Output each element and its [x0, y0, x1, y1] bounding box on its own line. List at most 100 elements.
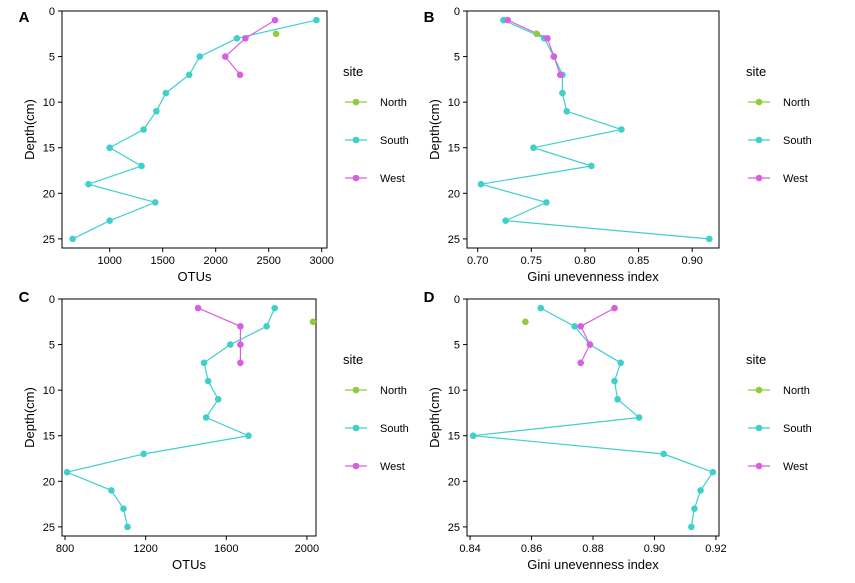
- data-point-west: [550, 53, 558, 60]
- data-point-south: [85, 180, 92, 188]
- data-point-west: [194, 304, 202, 312]
- legend-label-south: South: [380, 423, 409, 435]
- data-point-south: [138, 162, 145, 170]
- panel-b: B 0 5 10 15 20 25 0.70 0.75 0.80 0.85 0.90 Gini unev…: [424, 6, 812, 284]
- plot-frame: [466, 10, 720, 249]
- x-axis-title: Gini unevenness index: [527, 269, 659, 284]
- panel-letter: C: [19, 289, 30, 306]
- plot-frame: [61, 298, 317, 537]
- data-point-south: [204, 377, 212, 385]
- y-tick-label: 25: [43, 522, 55, 534]
- legend-label-west: West: [380, 461, 405, 473]
- data-point-west: [271, 16, 279, 24]
- data-point-south: [611, 377, 618, 385]
- data-point-west: [242, 35, 249, 42]
- legend-label-west: West: [783, 461, 808, 473]
- y-tick-label: 10: [448, 97, 460, 109]
- data-point-south: [543, 199, 550, 206]
- data-point-south: [313, 16, 320, 24]
- panel-d: D 0 5 10 15 20 25 0.84 0.86 0.88 0.90 0.92 Gini unev…: [424, 289, 812, 572]
- x-tick-label: 0.90: [644, 543, 665, 555]
- data-point-south: [233, 35, 241, 42]
- data-point-south: [124, 523, 131, 531]
- data-point-south: [120, 505, 127, 512]
- y-tick-label: 5: [49, 52, 55, 64]
- data-point-south: [709, 468, 717, 476]
- data-point-west: [504, 16, 512, 24]
- x-tick-label: 0.88: [582, 543, 603, 555]
- data-point-south: [227, 341, 234, 348]
- data-point-south: [660, 450, 667, 458]
- series-line-west: [507, 19, 561, 75]
- y-tick-label: 25: [448, 234, 460, 246]
- panel-letter: B: [424, 9, 435, 26]
- x-tick-label: 0.85: [628, 255, 649, 267]
- data-point-west: [237, 359, 244, 367]
- data-point-south: [271, 304, 278, 312]
- data-point-south: [618, 126, 625, 133]
- legend-key-point: [352, 462, 360, 470]
- data-point-west: [237, 341, 244, 348]
- x-tick-label: 1600: [214, 543, 238, 555]
- legend-key-point: [352, 98, 360, 106]
- series-line-west: [197, 307, 241, 363]
- series-line-south: [72, 19, 317, 240]
- y-tick-label: 20: [448, 188, 460, 200]
- legend-title: site: [343, 64, 363, 79]
- data-point-west: [237, 323, 244, 330]
- data-point-west: [586, 341, 594, 348]
- legend-label-south: South: [783, 423, 812, 435]
- x-tick-label: 0.90: [681, 255, 702, 267]
- data-point-south: [469, 432, 477, 440]
- y-tick-label: 10: [448, 385, 460, 397]
- x-tick-label: 1000: [97, 255, 121, 267]
- plot-frame: [466, 298, 720, 537]
- series-line-south: [65, 307, 276, 528]
- series-line-south: [480, 19, 710, 240]
- data-point-west: [611, 304, 618, 312]
- data-point-south: [214, 395, 222, 403]
- legend-title: site: [343, 352, 363, 367]
- y-tick-label: 15: [448, 143, 460, 155]
- y-tick-label: 5: [454, 340, 460, 352]
- legend-key-point: [352, 136, 360, 144]
- data-point-south: [162, 89, 170, 97]
- legend-key-point: [352, 386, 360, 394]
- x-tick-label: 2000: [203, 255, 227, 267]
- x-tick-label: 0.92: [705, 543, 726, 555]
- x-tick-label: 3000: [309, 255, 333, 267]
- y-tick-label: 20: [43, 188, 55, 200]
- x-tick-label: 0.75: [521, 255, 542, 267]
- series-line-south: [473, 307, 714, 528]
- data-point-west: [221, 53, 229, 60]
- x-tick-label: 0.70: [467, 255, 488, 267]
- data-point-south: [697, 487, 704, 494]
- data-point-south: [502, 217, 509, 224]
- y-tick-label: 0: [49, 294, 55, 306]
- data-point-south: [706, 235, 713, 243]
- legend-key-point: [755, 462, 763, 470]
- y-axis-title: Depth(cm): [427, 387, 442, 448]
- y-tick-label: 20: [448, 476, 460, 488]
- data-point-south: [571, 323, 578, 330]
- x-tick-label: 2000: [295, 543, 319, 555]
- data-point-south: [614, 395, 621, 403]
- data-point-south: [153, 107, 160, 115]
- data-point-north: [533, 30, 541, 38]
- legend-key-point: [755, 424, 763, 432]
- y-tick-label: 0: [454, 294, 460, 306]
- y-tick-label: 20: [43, 476, 55, 488]
- y-axis-title: Depth(cm): [22, 387, 37, 448]
- x-tick-label: 1500: [150, 255, 174, 267]
- x-axis-title: Gini unevenness index: [527, 557, 659, 572]
- y-tick-label: 15: [43, 431, 55, 443]
- x-tick-label: 2500: [256, 255, 280, 267]
- data-point-south: [108, 487, 115, 494]
- x-tick-label: 0.86: [521, 543, 542, 555]
- data-point-south: [106, 144, 113, 152]
- data-point-south: [69, 235, 76, 243]
- legend-label-north: North: [380, 97, 407, 109]
- legend-key-point: [755, 136, 763, 144]
